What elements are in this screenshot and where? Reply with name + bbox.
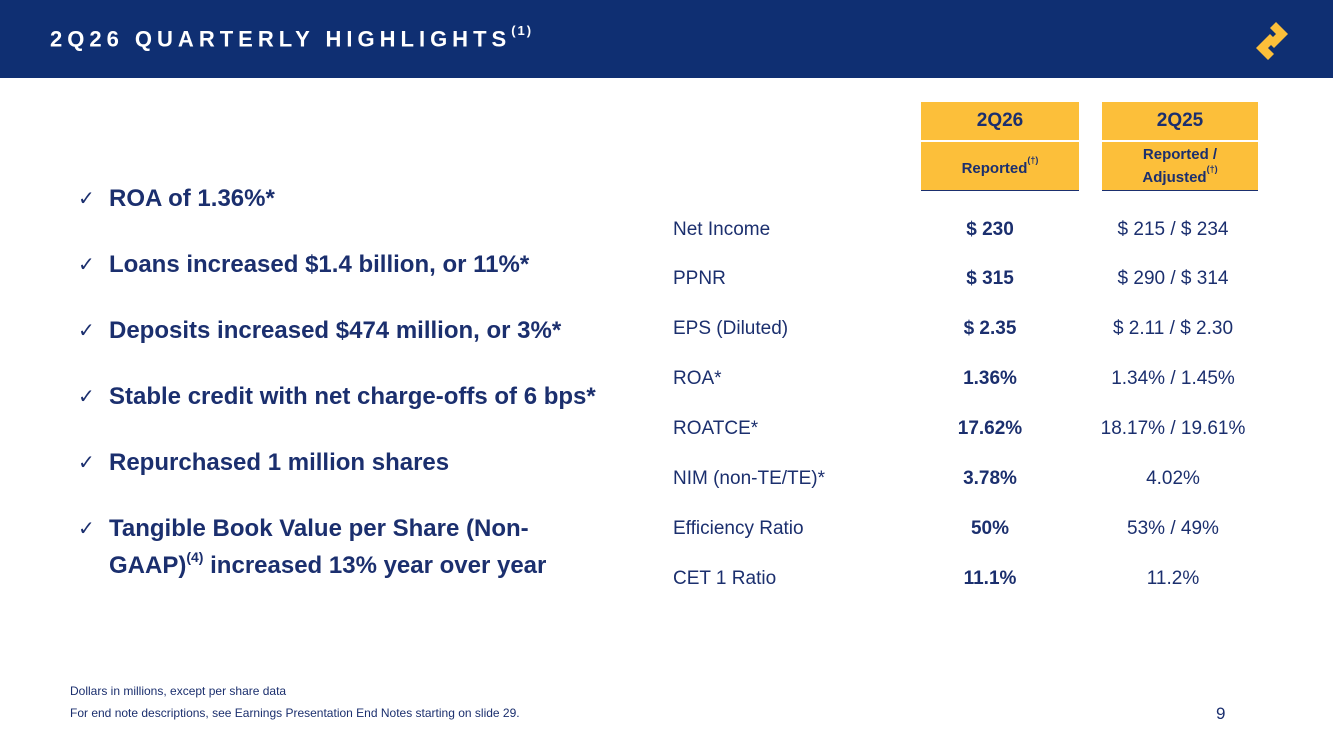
table-row: Efficiency Ratio 50% 53% / 49% [673, 514, 1273, 544]
row-label: EPS (Diluted) [673, 318, 789, 339]
list-item: ✓ Repurchased 1 million shares [78, 449, 450, 476]
check-icon: ✓ [78, 320, 95, 342]
value-2q26: $ 315 [966, 268, 1014, 289]
footnote-ref: (4) [186, 549, 204, 565]
column-header-2q25: 2Q25 [1102, 102, 1258, 140]
row-label: ROATCE* [673, 418, 759, 439]
footnote-units: Dollars in millions, except per share da… [70, 684, 287, 698]
row-label: PPNR [673, 268, 726, 289]
table-row: ROATCE* 17.62% 18.17% / 19.61% [673, 414, 1273, 444]
value-2q26: 1.36% [963, 368, 1017, 389]
row-label: CET 1 Ratio [673, 568, 777, 589]
value-2q25: 18.17% / 19.61% [1100, 418, 1246, 439]
value-2q26: 11.1% [963, 568, 1017, 589]
check-icon: ✓ [78, 188, 95, 210]
list-item: ✓ Stable credit with net charge-offs of … [78, 383, 596, 410]
row-label: ROA* [673, 368, 722, 389]
check-icon: ✓ [78, 452, 95, 474]
page-title: 2Q26 QUARTERLY HIGHLIGHTS(1) [50, 23, 534, 52]
value-2q25: 4.02% [1146, 468, 1200, 489]
page-number: 9 [1216, 704, 1226, 723]
value-2q25: $ 2.11 / $ 2.30 [1112, 318, 1234, 339]
header-bar: 2Q26 QUARTERLY HIGHLIGHTS(1) [0, 0, 1333, 78]
value-2q26: 17.62% [957, 418, 1023, 439]
column-subheader-2q25: Reported / Adjusted(†) [1102, 142, 1258, 191]
value-2q25: 53% / 49% [1127, 518, 1219, 539]
row-label: Net Income [673, 219, 771, 240]
value-2q25: 11.2% [1146, 568, 1200, 589]
value-2q26: 50% [970, 518, 1010, 539]
value-2q26: 3.78% [963, 468, 1017, 489]
list-item: ✓ Deposits increased $474 million, or 3%… [78, 317, 562, 344]
table-row: EPS (Diluted) $ 2.35 $ 2.11 / $ 2.30 [673, 314, 1273, 344]
check-icon: ✓ [78, 386, 95, 408]
column-subheader-2q26: Reported(†) [921, 142, 1079, 191]
value-2q25: 1.34% / 1.45% [1111, 368, 1235, 389]
value-2q26: $ 2.35 [963, 318, 1017, 339]
column-header-2q26: 2Q26 [921, 102, 1079, 140]
table-row: NIM (non-TE/TE)* 3.78% 4.02% [673, 464, 1273, 494]
row-label: NIM (non-TE/TE)* [673, 468, 826, 489]
table-row: Net Income $ 230 $ 215 / $ 234 [673, 215, 1273, 245]
list-item: ✓ ROA of 1.36%* [78, 185, 275, 212]
title-footnote-ref: (1) [511, 23, 534, 38]
value-2q25: $ 290 / $ 314 [1117, 268, 1229, 289]
list-item: ✓ Tangible Book Value per Share (Non- GAA… [78, 515, 547, 579]
table-row: ROA* 1.36% 1.34% / 1.45% [673, 364, 1273, 394]
list-item: ✓ Loans increased $1.4 billion, or 11%* [78, 251, 530, 278]
value-2q26: $ 230 [966, 219, 1014, 240]
check-icon: ✓ [78, 518, 95, 540]
highlights-list: ✓ ROA of 1.36%* ✓ Loans increased $1.4 b… [78, 184, 638, 581]
value-2q25: $ 215 / $ 234 [1117, 219, 1229, 240]
table-row: PPNR $ 315 $ 290 / $ 314 [673, 264, 1273, 294]
row-label: Efficiency Ratio [673, 518, 804, 539]
footnote-endnotes: For end note descriptions, see Earnings … [70, 706, 520, 720]
s-logo-icon [1256, 22, 1288, 60]
check-icon: ✓ [78, 254, 95, 276]
table-row: CET 1 Ratio 11.1% 11.2% [673, 564, 1273, 594]
